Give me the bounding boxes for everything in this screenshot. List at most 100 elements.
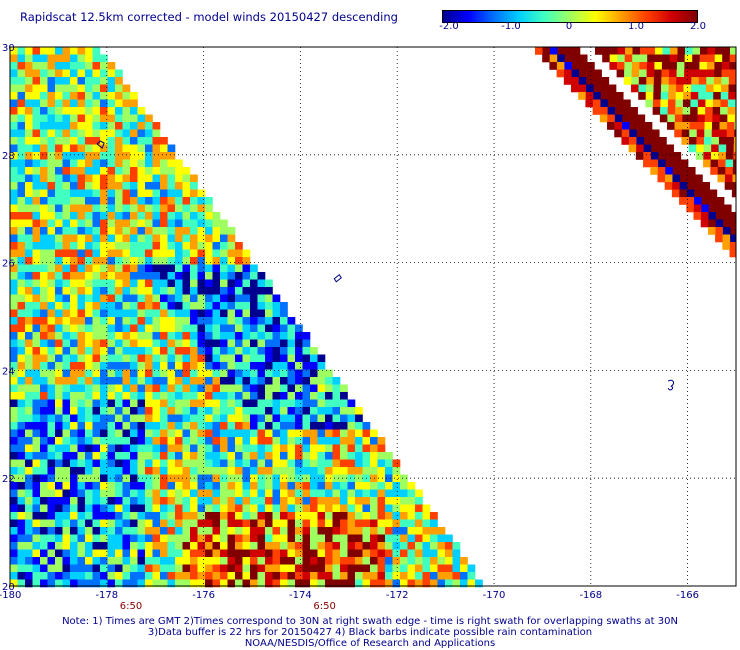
swath-cell	[55, 437, 63, 445]
swath-cell	[272, 467, 281, 475]
swath-cell	[25, 384, 33, 393]
swath-cell	[684, 54, 693, 63]
swath-cell	[227, 549, 236, 558]
swath-cell	[205, 362, 213, 370]
swath-cell	[687, 174, 696, 183]
swath-cell	[40, 504, 48, 513]
swath-cell	[62, 144, 71, 153]
swath-cell	[257, 444, 266, 453]
swath-cell	[586, 84, 594, 93]
swath-cell	[722, 54, 731, 63]
swath-cell	[355, 444, 363, 453]
swath-cell	[160, 339, 168, 348]
swath-cell	[227, 512, 236, 520]
swath-cell	[32, 504, 41, 513]
swath-cell	[317, 482, 326, 490]
swath-cell	[47, 167, 56, 175]
swath-cell	[694, 197, 702, 205]
swath-cell	[190, 264, 198, 273]
swath-cell	[62, 114, 71, 123]
swath-cell	[190, 549, 198, 558]
swath-cell	[130, 204, 138, 213]
swath-cell	[317, 459, 326, 468]
swath-cell	[675, 107, 683, 115]
swath-cell	[122, 437, 131, 445]
swath-cell	[295, 332, 303, 340]
swath-cell	[340, 452, 348, 460]
swath-cell	[47, 444, 56, 453]
swath-cell	[70, 572, 78, 580]
swath-cell	[77, 527, 86, 535]
swath-cell	[407, 534, 416, 543]
swath-cell	[167, 392, 176, 400]
swath-cell	[85, 377, 93, 385]
swath-cell	[452, 564, 461, 573]
swath-cell	[100, 189, 108, 198]
swath-cell	[92, 429, 101, 438]
swath-cell	[175, 452, 183, 460]
coastline-outlines	[96, 140, 675, 391]
swath-cell	[92, 137, 101, 145]
swath-cell	[115, 369, 123, 378]
swath-cell	[152, 534, 161, 543]
swath-cell	[340, 564, 348, 573]
swath-cell	[92, 414, 101, 423]
swath-cell	[347, 474, 356, 483]
swath-cell	[62, 497, 71, 505]
swath-cell	[160, 452, 168, 460]
swath-cell	[370, 489, 378, 498]
swath-cell	[40, 407, 48, 415]
swath-cell	[145, 339, 153, 348]
swath-cell	[77, 384, 86, 393]
swath-cell	[242, 257, 251, 265]
swath-cell	[227, 287, 236, 295]
swath-cell	[40, 309, 48, 318]
swath-cell	[265, 339, 273, 348]
swath-cell	[167, 414, 176, 423]
swath-cell	[212, 467, 221, 475]
swath-cell	[122, 339, 131, 348]
swath-cell	[160, 249, 168, 258]
swath-cell	[130, 572, 138, 580]
swath-cell	[687, 182, 695, 190]
swath-cell	[295, 519, 303, 528]
swath-cell	[55, 399, 63, 408]
swath-cell	[10, 167, 18, 175]
swath-cell	[302, 489, 311, 498]
swath-cell	[720, 99, 729, 108]
swath-cell	[40, 564, 48, 573]
swath-cell	[55, 99, 63, 108]
swath-cell	[400, 512, 408, 520]
swath-cell	[175, 234, 183, 243]
swath-cell	[107, 249, 116, 258]
swath-cell	[685, 47, 693, 55]
swath-cell	[340, 459, 348, 468]
swath-cell	[92, 204, 101, 213]
swath-cell	[77, 369, 86, 378]
swath-cell	[55, 332, 63, 340]
swath-cell	[62, 242, 71, 250]
swath-cell	[137, 219, 146, 228]
swath-cell	[40, 437, 48, 445]
swath-cell	[182, 504, 191, 513]
swath-cell	[280, 309, 288, 318]
swath-cell	[70, 272, 78, 280]
swath-cell	[205, 572, 213, 580]
swath-cell	[317, 572, 326, 580]
swath-cell	[152, 504, 161, 513]
swath-cell	[47, 77, 56, 85]
swath-cell	[220, 474, 228, 483]
swath-cell	[332, 399, 341, 408]
swath-cell	[17, 392, 26, 400]
swath-cell	[235, 482, 243, 490]
swath-cell	[265, 564, 273, 573]
swath-cell	[17, 219, 26, 228]
swath-cell	[725, 152, 734, 160]
swath-cell	[362, 429, 371, 438]
swath-cell	[85, 144, 93, 153]
swath-cell	[332, 384, 341, 393]
swath-cell	[385, 542, 393, 550]
swath-cell	[295, 437, 303, 445]
swath-cell	[130, 144, 138, 153]
